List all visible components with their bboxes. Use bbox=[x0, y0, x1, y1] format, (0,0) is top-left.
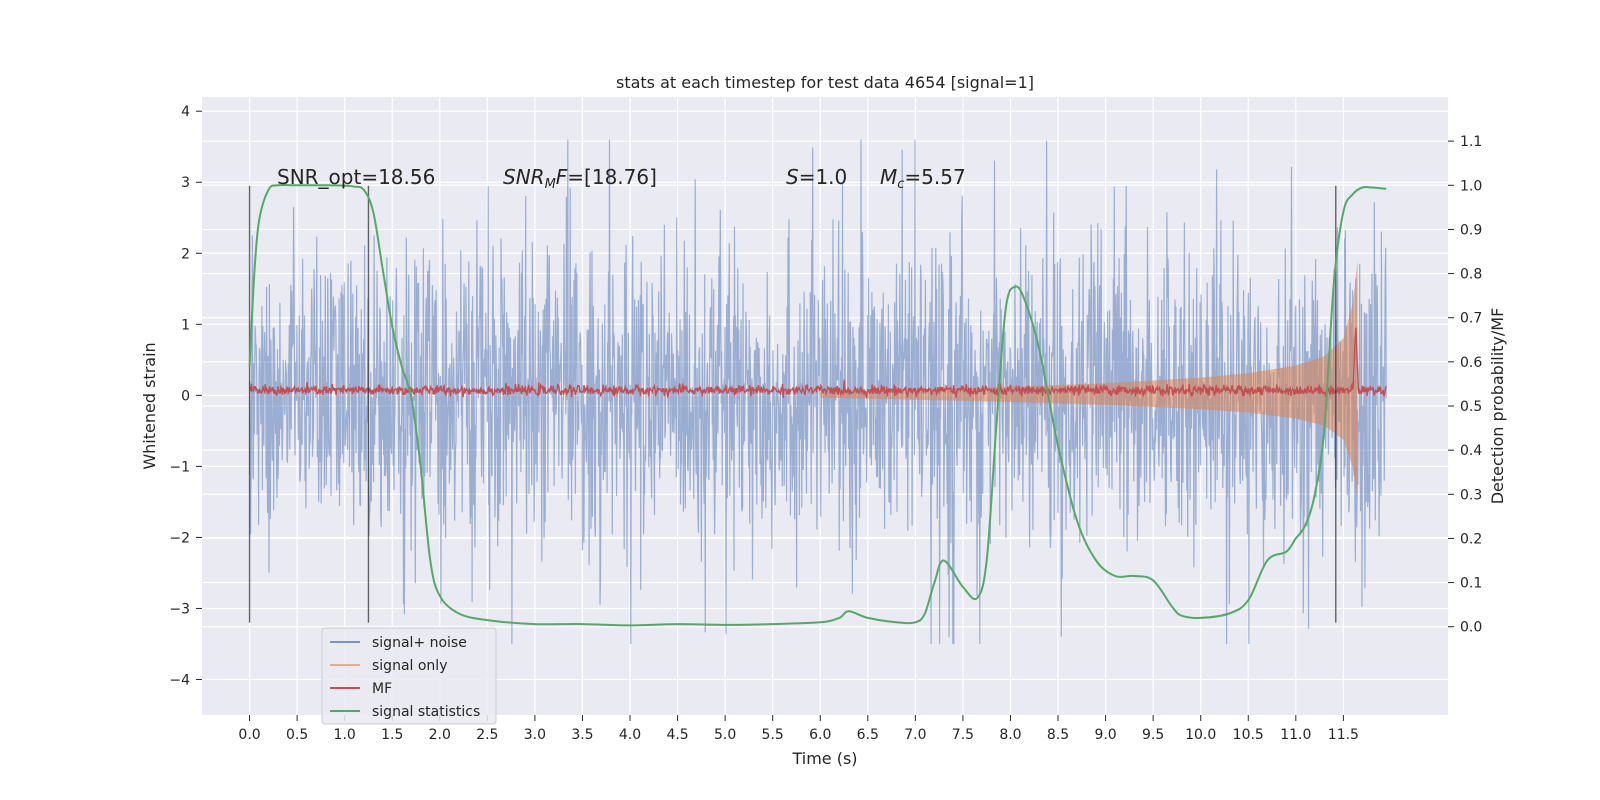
plot-content bbox=[248, 139, 1387, 645]
y-axis-right-label: Detection probability/MF bbox=[1488, 308, 1507, 505]
x-tick-label: 3.0 bbox=[524, 727, 546, 743]
y-tick-label-right: 0.9 bbox=[1460, 222, 1482, 238]
legend-label: signal only bbox=[372, 658, 447, 674]
x-tick-label: 1.5 bbox=[381, 727, 403, 743]
annotation-snr-mf-main: SNR bbox=[503, 165, 545, 189]
y-tick-label-left: −2 bbox=[169, 530, 190, 546]
annotation-snr-opt: SNR_opt=18.56 bbox=[277, 165, 435, 189]
series-signal-statistics bbox=[248, 183, 1387, 627]
y-tick-label-right: 1.1 bbox=[1460, 134, 1482, 150]
axis-ticks: 0.0 0.5 1.0 1.5 2.0 2.5 3.0 3.5 4.0 4.5 5.0 5.5 6.0 6… bbox=[169, 104, 1482, 743]
series-mf bbox=[249, 327, 1387, 400]
x-tick-label: 0.0 bbox=[238, 727, 260, 743]
y-tick-label-left: 1 bbox=[181, 317, 190, 333]
annotation-mc-value: =5.57 bbox=[904, 165, 965, 189]
y-tick-label-right: 0.8 bbox=[1460, 267, 1482, 283]
y-tick-label-right: 1.0 bbox=[1460, 178, 1482, 194]
annotation-s: S=1.0 bbox=[786, 165, 847, 189]
x-tick-label: 5.0 bbox=[714, 727, 736, 743]
y-axis-left-label: Whitened strain bbox=[140, 342, 159, 469]
x-tick-label: 4.5 bbox=[666, 727, 688, 743]
series-signal-noise bbox=[249, 139, 1387, 645]
x-axis-label: Time (s) bbox=[791, 749, 857, 768]
chart-title: stats at each timestep for test data 465… bbox=[616, 73, 1034, 92]
y-tick-label-right: 0.2 bbox=[1460, 531, 1482, 547]
y-tick-label-left: 3 bbox=[181, 175, 190, 191]
legend-label: MF bbox=[372, 681, 392, 697]
y-tick-label-left: 4 bbox=[181, 104, 190, 120]
y-tick-label-right: 0.4 bbox=[1460, 443, 1482, 459]
annotation-s-symbol: S bbox=[786, 165, 799, 189]
x-tick-label: 11.5 bbox=[1328, 727, 1359, 743]
x-tick-label: 1.0 bbox=[334, 727, 356, 743]
x-tick-label: 2.0 bbox=[429, 727, 451, 743]
annotation-mc-sub: c bbox=[897, 177, 904, 192]
annotation-snr-mf-f: F bbox=[556, 165, 568, 189]
legend-label: signal+ noise bbox=[372, 635, 467, 651]
annotation-mc-symbol: M bbox=[880, 165, 897, 189]
x-tick-label: 7.0 bbox=[904, 727, 926, 743]
x-tick-label: 0.5 bbox=[286, 727, 308, 743]
x-tick-label: 4.0 bbox=[619, 727, 641, 743]
x-tick-label: 7.5 bbox=[952, 727, 974, 743]
x-tick-label: 8.0 bbox=[999, 727, 1021, 743]
series-signal-only bbox=[820, 260, 1358, 501]
x-tick-label: 10.0 bbox=[1185, 727, 1216, 743]
y-tick-label-right: 0.5 bbox=[1460, 399, 1482, 415]
annotation-mc: Mc=5.57 bbox=[880, 165, 966, 192]
x-tick-label: 5.5 bbox=[762, 727, 784, 743]
x-tick-label: 11.0 bbox=[1280, 727, 1311, 743]
x-tick-label: 6.5 bbox=[857, 727, 879, 743]
y-tick-label-right: 0.6 bbox=[1460, 355, 1482, 371]
y-tick-label-left: −1 bbox=[169, 459, 190, 475]
x-tick-label: 6.0 bbox=[809, 727, 831, 743]
x-tick-label: 9.0 bbox=[1094, 727, 1116, 743]
annotation-snr-mf: SNRMF=[18.76] bbox=[503, 165, 657, 192]
x-tick-label: 9.5 bbox=[1142, 727, 1164, 743]
y-tick-label-left: 0 bbox=[181, 388, 190, 404]
y-tick-label-right: 0.3 bbox=[1460, 487, 1482, 503]
y-tick-label-right: 0.0 bbox=[1460, 620, 1482, 636]
x-tick-label: 10.5 bbox=[1233, 727, 1264, 743]
y-tick-label-right: 0.7 bbox=[1460, 311, 1482, 327]
x-tick-label: 3.5 bbox=[571, 727, 593, 743]
legend-box bbox=[321, 627, 497, 725]
legend: signal+ noise signal only MF signal statist… bbox=[321, 627, 497, 725]
x-tick-label: 2.5 bbox=[476, 727, 498, 743]
x-tick-label: 8.5 bbox=[1047, 727, 1069, 743]
y-tick-label-right: 0.1 bbox=[1460, 576, 1482, 592]
y-tick-label-left: −4 bbox=[169, 672, 190, 688]
legend-label: signal statistics bbox=[372, 704, 480, 720]
annotation-s-value: =1.0 bbox=[799, 165, 848, 189]
annotation-snr-mf-sub: M bbox=[545, 177, 556, 192]
y-tick-label-left: −3 bbox=[169, 601, 190, 617]
y-tick-label-left: 2 bbox=[181, 246, 190, 262]
annotation-snr-mf-value: =[18.76] bbox=[567, 165, 657, 189]
